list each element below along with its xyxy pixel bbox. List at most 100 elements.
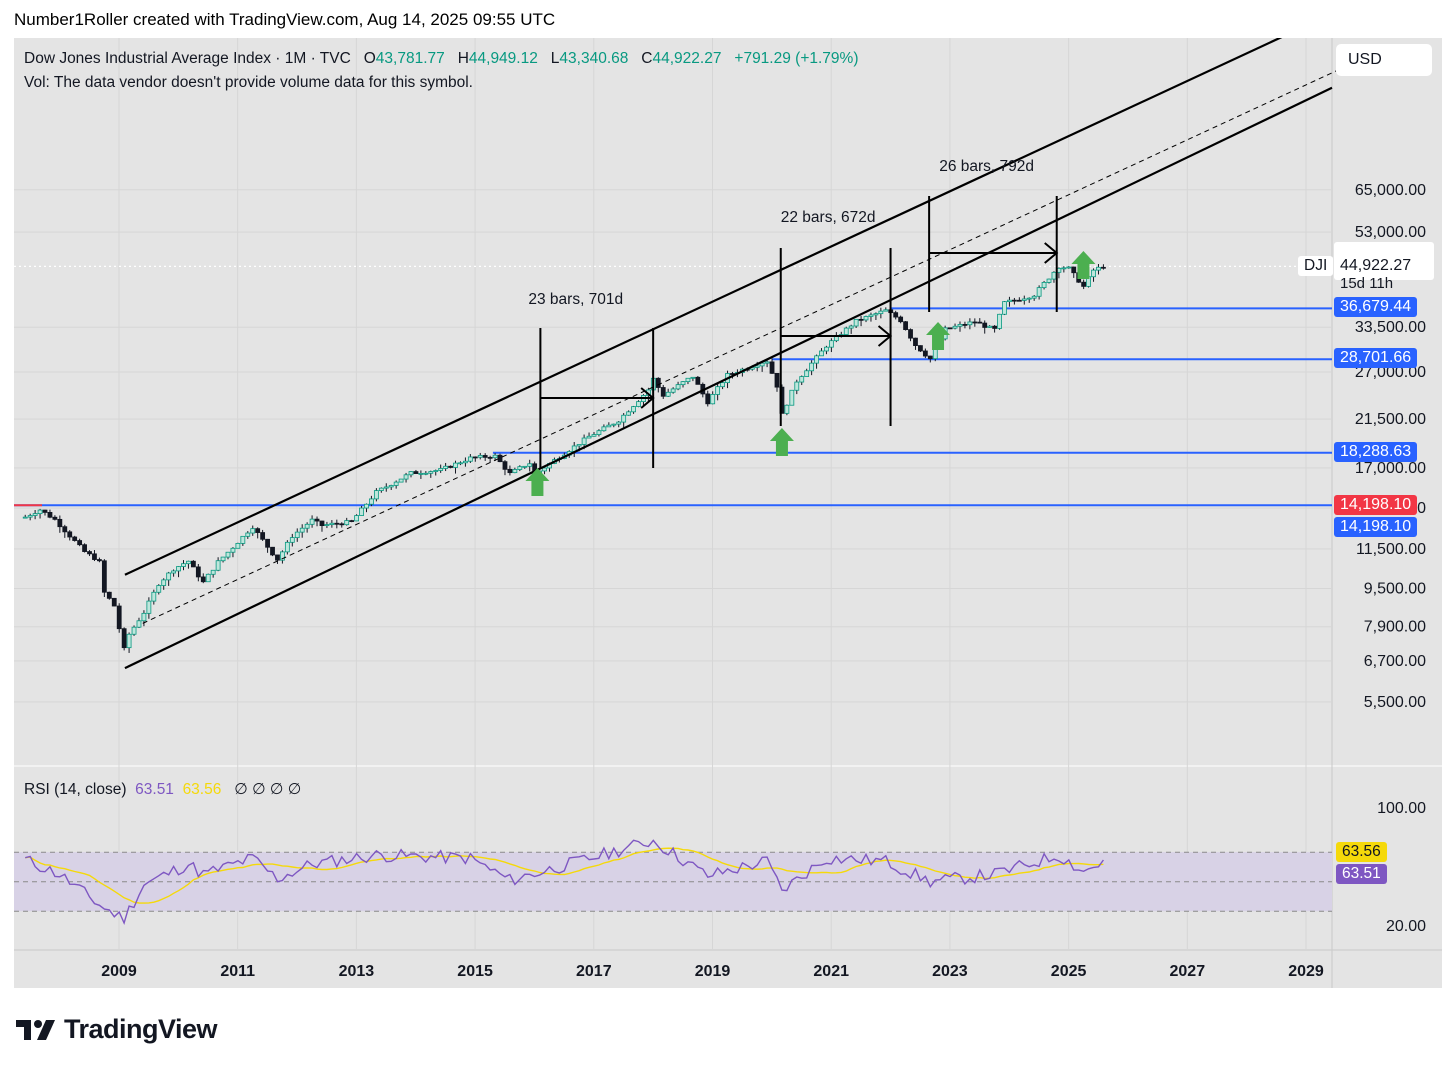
candle-body [423,472,429,475]
candle-body [467,456,473,462]
support-arrow-2016 [525,468,550,496]
chart-frame[interactable]: 2009 2011 2013 2015 2017 2019 2021 2023 2025 2027… [14,38,1442,988]
currency-selector[interactable]: USD [1336,44,1432,76]
x-tick-2017: 2017 [576,963,612,980]
candle-body [141,612,147,622]
candle-body [294,531,300,539]
candle-body [908,329,913,339]
bracket-c [928,196,1059,312]
candle-body [655,377,661,388]
y-tick-11500: 11,500.00 [1356,541,1426,558]
candle-body [215,560,221,571]
x-tick-2023: 2023 [932,963,968,980]
candle-body [359,507,364,516]
candle-body [408,471,414,476]
candle-body [848,325,854,329]
candle-body [1081,281,1087,287]
tradingview-logo-text: TradingView [64,1014,218,1044]
candle-body [463,460,468,464]
candle-body [754,365,760,368]
candle-body [898,316,904,323]
candle-body [492,454,498,459]
candle-body [220,556,226,562]
y-tick-53000: 53,000.00 [1355,224,1426,241]
last-price-tag [1334,242,1434,281]
candle-body [576,444,582,447]
candle-body [136,620,142,628]
candle-body [413,471,419,474]
candle-body [443,465,449,469]
candle-body [853,318,859,327]
candle-body [858,318,864,321]
candle-body [1002,301,1007,315]
candle-body [1021,298,1027,301]
legend-high-label: H [457,50,469,67]
candle-body [393,481,399,486]
candle-body [378,487,384,491]
candle-body [37,509,43,515]
candle-body [126,633,132,649]
rsi-value-tag: 63.51 [1336,863,1387,884]
candle-body [690,376,696,379]
candle-body [824,346,829,352]
candle-body [151,591,157,602]
x-tick-2025: 2025 [1051,963,1087,980]
candle-body [270,546,275,556]
candle-body [200,576,206,583]
candle-body [388,485,394,488]
candles [22,263,1106,653]
chart-canvas[interactable]: 2009 2011 2013 2015 2017 2019 2021 2023 2025 2027… [14,38,1442,988]
candle-body [621,414,627,423]
candle-body [324,524,330,527]
y-tick-27000: 27,000.00 [1355,364,1426,381]
candle-body [967,321,973,326]
tradingview-logo-icon [16,1019,55,1040]
candle-body [927,355,933,360]
rsi-legend: RSI (14, close) 63.51 63.56 ∅ ∅ ∅ ∅ [24,780,301,799]
candle-body [611,423,617,426]
candle-body [720,382,725,388]
rsi-ma-value: 63.56 [182,781,222,798]
y-tick-21500: 21,500.00 [1355,411,1426,428]
candle-body [1091,269,1096,278]
candle-body [190,560,196,568]
candle-body [121,628,127,649]
candle-body [210,569,216,575]
last-price-text: 44,922.27 15d 11h [1334,256,1417,294]
candle-body [453,462,458,468]
candle-body [354,515,359,522]
candle-body [245,532,251,537]
candle-body [903,321,908,330]
candle-body [616,421,622,425]
rsi-value: 63.51 [135,781,174,798]
candle-body [472,456,478,459]
candle-body [171,570,177,574]
candle-body [819,350,824,357]
legend-open-value: 43,781.77 [375,50,445,67]
candle-body [47,512,53,518]
y-tick-33500: 33,500.00 [1355,319,1426,336]
bracket-b-head [877,325,893,347]
candle-body [962,324,968,326]
y-tick-7900: 7,900.00 [1364,619,1426,636]
candle-body [131,626,137,635]
candle-body [1061,267,1067,270]
candle-body [863,316,869,321]
candle-body [957,324,963,327]
candle-body [918,345,923,352]
rsi-hidden-values: ∅ ∅ ∅ ∅ [234,781,302,798]
candle-body [364,503,369,509]
candle-body [977,321,983,324]
candle-body [794,381,800,391]
bracket-c-head [1044,242,1059,264]
candle-body [230,547,236,553]
candle-body [512,469,518,474]
candle-body [759,362,765,367]
candle-body [1011,299,1017,302]
candle-body [1096,266,1101,271]
legend-low-value: 43,340.68 [559,50,629,67]
legend-symbol: Dow Jones Industrial Average Index · 1M … [24,50,351,67]
candle-body [878,310,884,315]
candle-body [106,591,112,599]
candle-body [32,513,38,516]
